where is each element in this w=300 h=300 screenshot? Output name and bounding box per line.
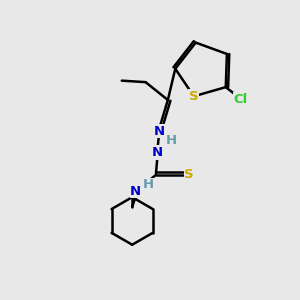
Text: S: S	[189, 90, 199, 103]
Text: Cl: Cl	[234, 92, 248, 106]
Text: N: N	[152, 146, 163, 159]
Text: N: N	[153, 125, 164, 138]
Text: S: S	[184, 168, 194, 182]
Text: H: H	[166, 134, 177, 148]
Text: H: H	[143, 178, 154, 191]
Text: N: N	[130, 185, 141, 198]
